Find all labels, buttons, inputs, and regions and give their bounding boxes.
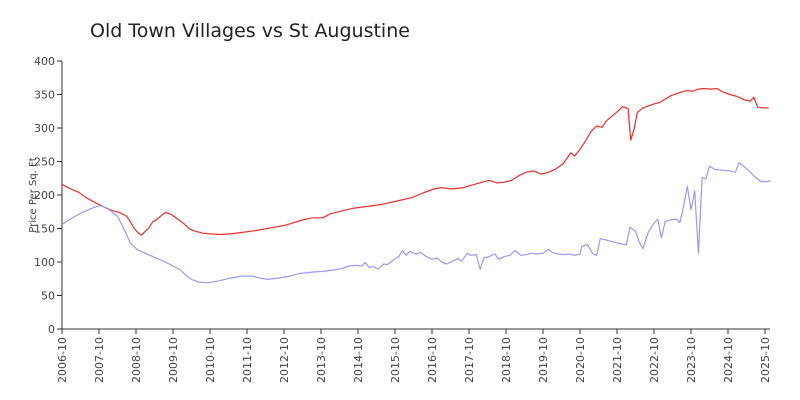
x-tick-label: 2019-10 [537, 337, 550, 383]
y-ticks: 0 50 100 150 200 250 300 350 400 [34, 55, 62, 336]
y-tick-label: 200 [34, 189, 55, 202]
series-line-1 [61, 87, 769, 236]
x-tick-label: 2024-10 [722, 337, 735, 383]
x-tick-label: 2010-10 [204, 337, 217, 383]
x-ticks: 2006-10 2007-10 2008-10 2009-10 2010-10 2011-… [56, 329, 772, 383]
y-tick-label: 50 [41, 290, 55, 303]
x-tick-label: 2008-10 [130, 337, 143, 383]
x-tick-label: 2007-10 [93, 337, 106, 383]
x-tick-label: 2018-10 [500, 337, 513, 383]
y-tick-label: 0 [48, 323, 55, 336]
y-tick-label: 400 [34, 55, 55, 68]
series-layer [61, 87, 771, 284]
x-tick-label: 2015-10 [389, 337, 402, 383]
x-tick-label: 2016-10 [426, 337, 439, 383]
x-tick-label: 2013-10 [315, 337, 328, 383]
y-tick-label: 300 [34, 122, 55, 135]
x-tick-label: 2025-10 [759, 337, 772, 383]
x-tick-label: 2009-10 [167, 337, 180, 383]
x-tick-label: 2020-10 [574, 337, 587, 383]
x-tick-label: 2006-10 [56, 337, 69, 383]
x-tick-label: 2014-10 [352, 337, 365, 383]
x-tick-label: 2023-10 [685, 337, 698, 383]
x-tick-label: 2017-10 [463, 337, 476, 383]
y-tick-label: 250 [34, 156, 55, 169]
axes [61, 61, 770, 330]
x-tick-label: 2021-10 [611, 337, 624, 383]
y-tick-label: 350 [34, 89, 55, 102]
x-tick-label: 2022-10 [648, 337, 661, 383]
y-tick-label: 100 [34, 256, 55, 269]
series-line-2 [61, 162, 771, 284]
x-tick-label: 2011-10 [241, 337, 254, 383]
chart-title: Old Town Villages vs St Augustine [90, 20, 410, 42]
y-tick-label: 150 [34, 223, 55, 236]
y-axis-label: Price Per Sq. Ft [28, 157, 39, 232]
x-tick-label: 2012-10 [278, 337, 291, 383]
